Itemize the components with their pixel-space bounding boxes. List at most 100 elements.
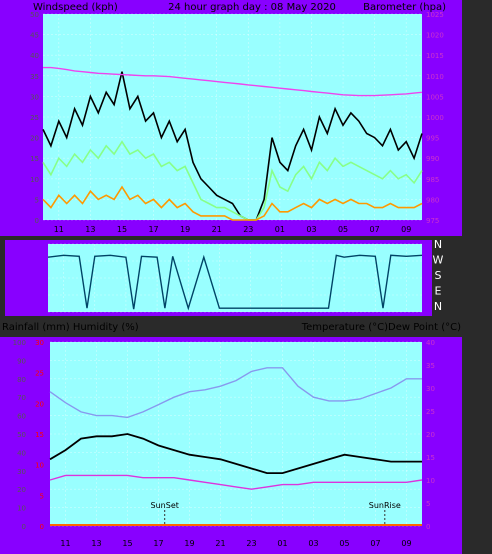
wind-time-tick-label: 15 xyxy=(117,225,127,234)
humidity-tick-labels: 0 10 20 30 40 50 60 70 80 90 100 xyxy=(13,339,26,531)
temperature-tick-label: 30 xyxy=(426,385,435,393)
rainfall-tick-labels: 0 5 10 15 20 25 30 xyxy=(35,339,44,531)
wind-time-tick-label: 19 xyxy=(180,225,190,234)
compass-label: E xyxy=(435,285,442,298)
barometer-tick-labels: 975 980 985 990 995 1000 1005 1010 1015 1020 1025 xyxy=(426,11,444,225)
direction-gridlines xyxy=(48,243,422,313)
sunrise-label: SunRise xyxy=(369,501,401,510)
climate-time-tick-label: 13 xyxy=(91,539,101,548)
humidity-tick-label: 40 xyxy=(17,449,26,457)
barometer-tick-label: 995 xyxy=(426,135,439,143)
rainfall-tick-label: 0 xyxy=(40,523,44,531)
windspeed-tick-labels: 0 5 10 15 20 25 30 35 40 45 50 xyxy=(30,11,39,225)
climate-time-tick-label: 17 xyxy=(153,539,163,548)
wind-time-tick-label: 23 xyxy=(243,225,253,234)
barometer-tick-label: 1020 xyxy=(426,32,444,40)
climate-time-tick-label: 01 xyxy=(277,539,287,548)
temperature-axis-title: Temperature (°C)Dew Point (°C) xyxy=(301,322,461,333)
temperature-tick-label: 15 xyxy=(426,454,435,462)
compass-label: N xyxy=(434,300,442,313)
windspeed-tick-label: 25 xyxy=(30,114,39,122)
climate-time-tick-label: 03 xyxy=(308,539,318,548)
temperature-tick-label: 40 xyxy=(426,339,435,347)
humidity-series-line xyxy=(49,367,422,419)
direction-series xyxy=(47,254,423,311)
humidity-tick-label: 10 xyxy=(17,505,26,513)
climate-time-tick-label: 23 xyxy=(246,539,256,548)
windspeed-tick-label: 45 xyxy=(30,32,39,40)
wind-time-tick-label: 21 xyxy=(212,225,222,234)
rainfall-tick-label: 5 xyxy=(40,492,44,500)
climate-time-tick-labels: 11 13 15 17 19 21 23 01 03 05 07 09 xyxy=(60,539,411,548)
humidity-tick-label: 90 xyxy=(17,357,26,365)
barometer-tick-label: 985 xyxy=(426,176,439,184)
climate-time-tick-label: 07 xyxy=(370,539,380,548)
temperature-series-line xyxy=(49,433,422,475)
compass-label: N xyxy=(434,238,442,251)
humidity-tick-label: 100 xyxy=(13,339,26,347)
temperature-tick-label: 10 xyxy=(426,477,435,485)
barometer-tick-label: 990 xyxy=(426,155,439,163)
average-wind-series-line xyxy=(42,140,423,221)
gust-series-line xyxy=(42,71,423,221)
climate-time-tick-label: 05 xyxy=(339,539,349,548)
temperature-tick-label: 20 xyxy=(426,431,435,439)
windspeed-tick-label: 30 xyxy=(30,93,39,101)
temperature-tick-label: 35 xyxy=(426,362,435,370)
windspeed-tick-label: 10 xyxy=(30,176,39,184)
barometer-tick-label: 1025 xyxy=(426,11,444,19)
graph-title: 24 hour graph day : 08 May 2020 xyxy=(168,2,336,13)
barometer-tick-label: 1015 xyxy=(426,52,444,60)
temperature-tick-label: 0 xyxy=(426,523,430,531)
climate-time-tick-label: 21 xyxy=(215,539,225,548)
barometer-tick-label: 980 xyxy=(426,196,439,204)
windspeed-axis-title: Windspeed (kph) xyxy=(33,2,118,13)
barometer-tick-label: 1010 xyxy=(426,73,444,81)
rainfall-tick-label: 20 xyxy=(35,400,44,408)
windspeed-tick-label: 50 xyxy=(30,11,39,19)
barometer-series-line xyxy=(43,66,423,97)
temperature-tick-labels: 0 5 10 15 20 25 30 35 40 xyxy=(426,339,435,531)
humidity-tick-label: 60 xyxy=(17,413,26,421)
wind-time-tick-label: 13 xyxy=(85,225,95,234)
humidity-tick-label: 80 xyxy=(17,376,26,384)
windspeed-tick-label: 35 xyxy=(30,73,39,81)
rainfall-tick-label: 10 xyxy=(35,462,44,470)
windspeed-tick-label: 5 xyxy=(35,196,39,204)
barometer-axis-title: Barometer (hpa) xyxy=(363,2,446,13)
rainfall-tick-label: 30 xyxy=(35,339,44,347)
compass-label: S xyxy=(435,269,442,282)
rainfall-tick-label: 25 xyxy=(35,370,44,378)
climate-time-tick-label: 09 xyxy=(401,539,411,548)
climate-series xyxy=(49,367,423,526)
temperature-tick-label: 5 xyxy=(426,500,430,508)
humidity-tick-label: 50 xyxy=(17,431,26,439)
wind-time-tick-label: 07 xyxy=(370,225,380,234)
wind-time-tick-label: 05 xyxy=(338,225,348,234)
wind-time-tick-label: 17 xyxy=(148,225,158,234)
rainfall-tick-label: 15 xyxy=(35,431,44,439)
barometer-tick-label: 1005 xyxy=(426,93,444,101)
wind-time-tick-label: 09 xyxy=(401,225,411,234)
humidity-tick-label: 20 xyxy=(17,486,26,494)
wind-time-tick-labels: 11 13 15 17 19 21 23 01 03 05 07 09 xyxy=(54,225,412,234)
humidity-tick-label: 30 xyxy=(17,468,26,476)
windspeed-tick-label: 20 xyxy=(30,135,39,143)
climate-time-tick-label: 15 xyxy=(122,539,132,548)
lowest-wind-series-line xyxy=(42,185,423,221)
sun-annotations: SunSet SunRise xyxy=(151,501,401,526)
compass-label: W xyxy=(433,254,444,267)
dew-point-series-line xyxy=(49,474,423,490)
wind-time-tick-label: 01 xyxy=(275,225,285,234)
barometer-tick-label: 975 xyxy=(426,217,439,225)
temperature-tick-label: 25 xyxy=(426,408,435,416)
wind-time-tick-label: 11 xyxy=(54,225,64,234)
windspeed-tick-label: 15 xyxy=(30,155,39,163)
rain-humidity-axis-title: Rainfall (mm) Humidity (%) xyxy=(2,322,139,333)
wind-time-tick-label: 03 xyxy=(306,225,316,234)
humidity-tick-label: 70 xyxy=(17,394,26,402)
sunset-label: SunSet xyxy=(151,501,179,510)
